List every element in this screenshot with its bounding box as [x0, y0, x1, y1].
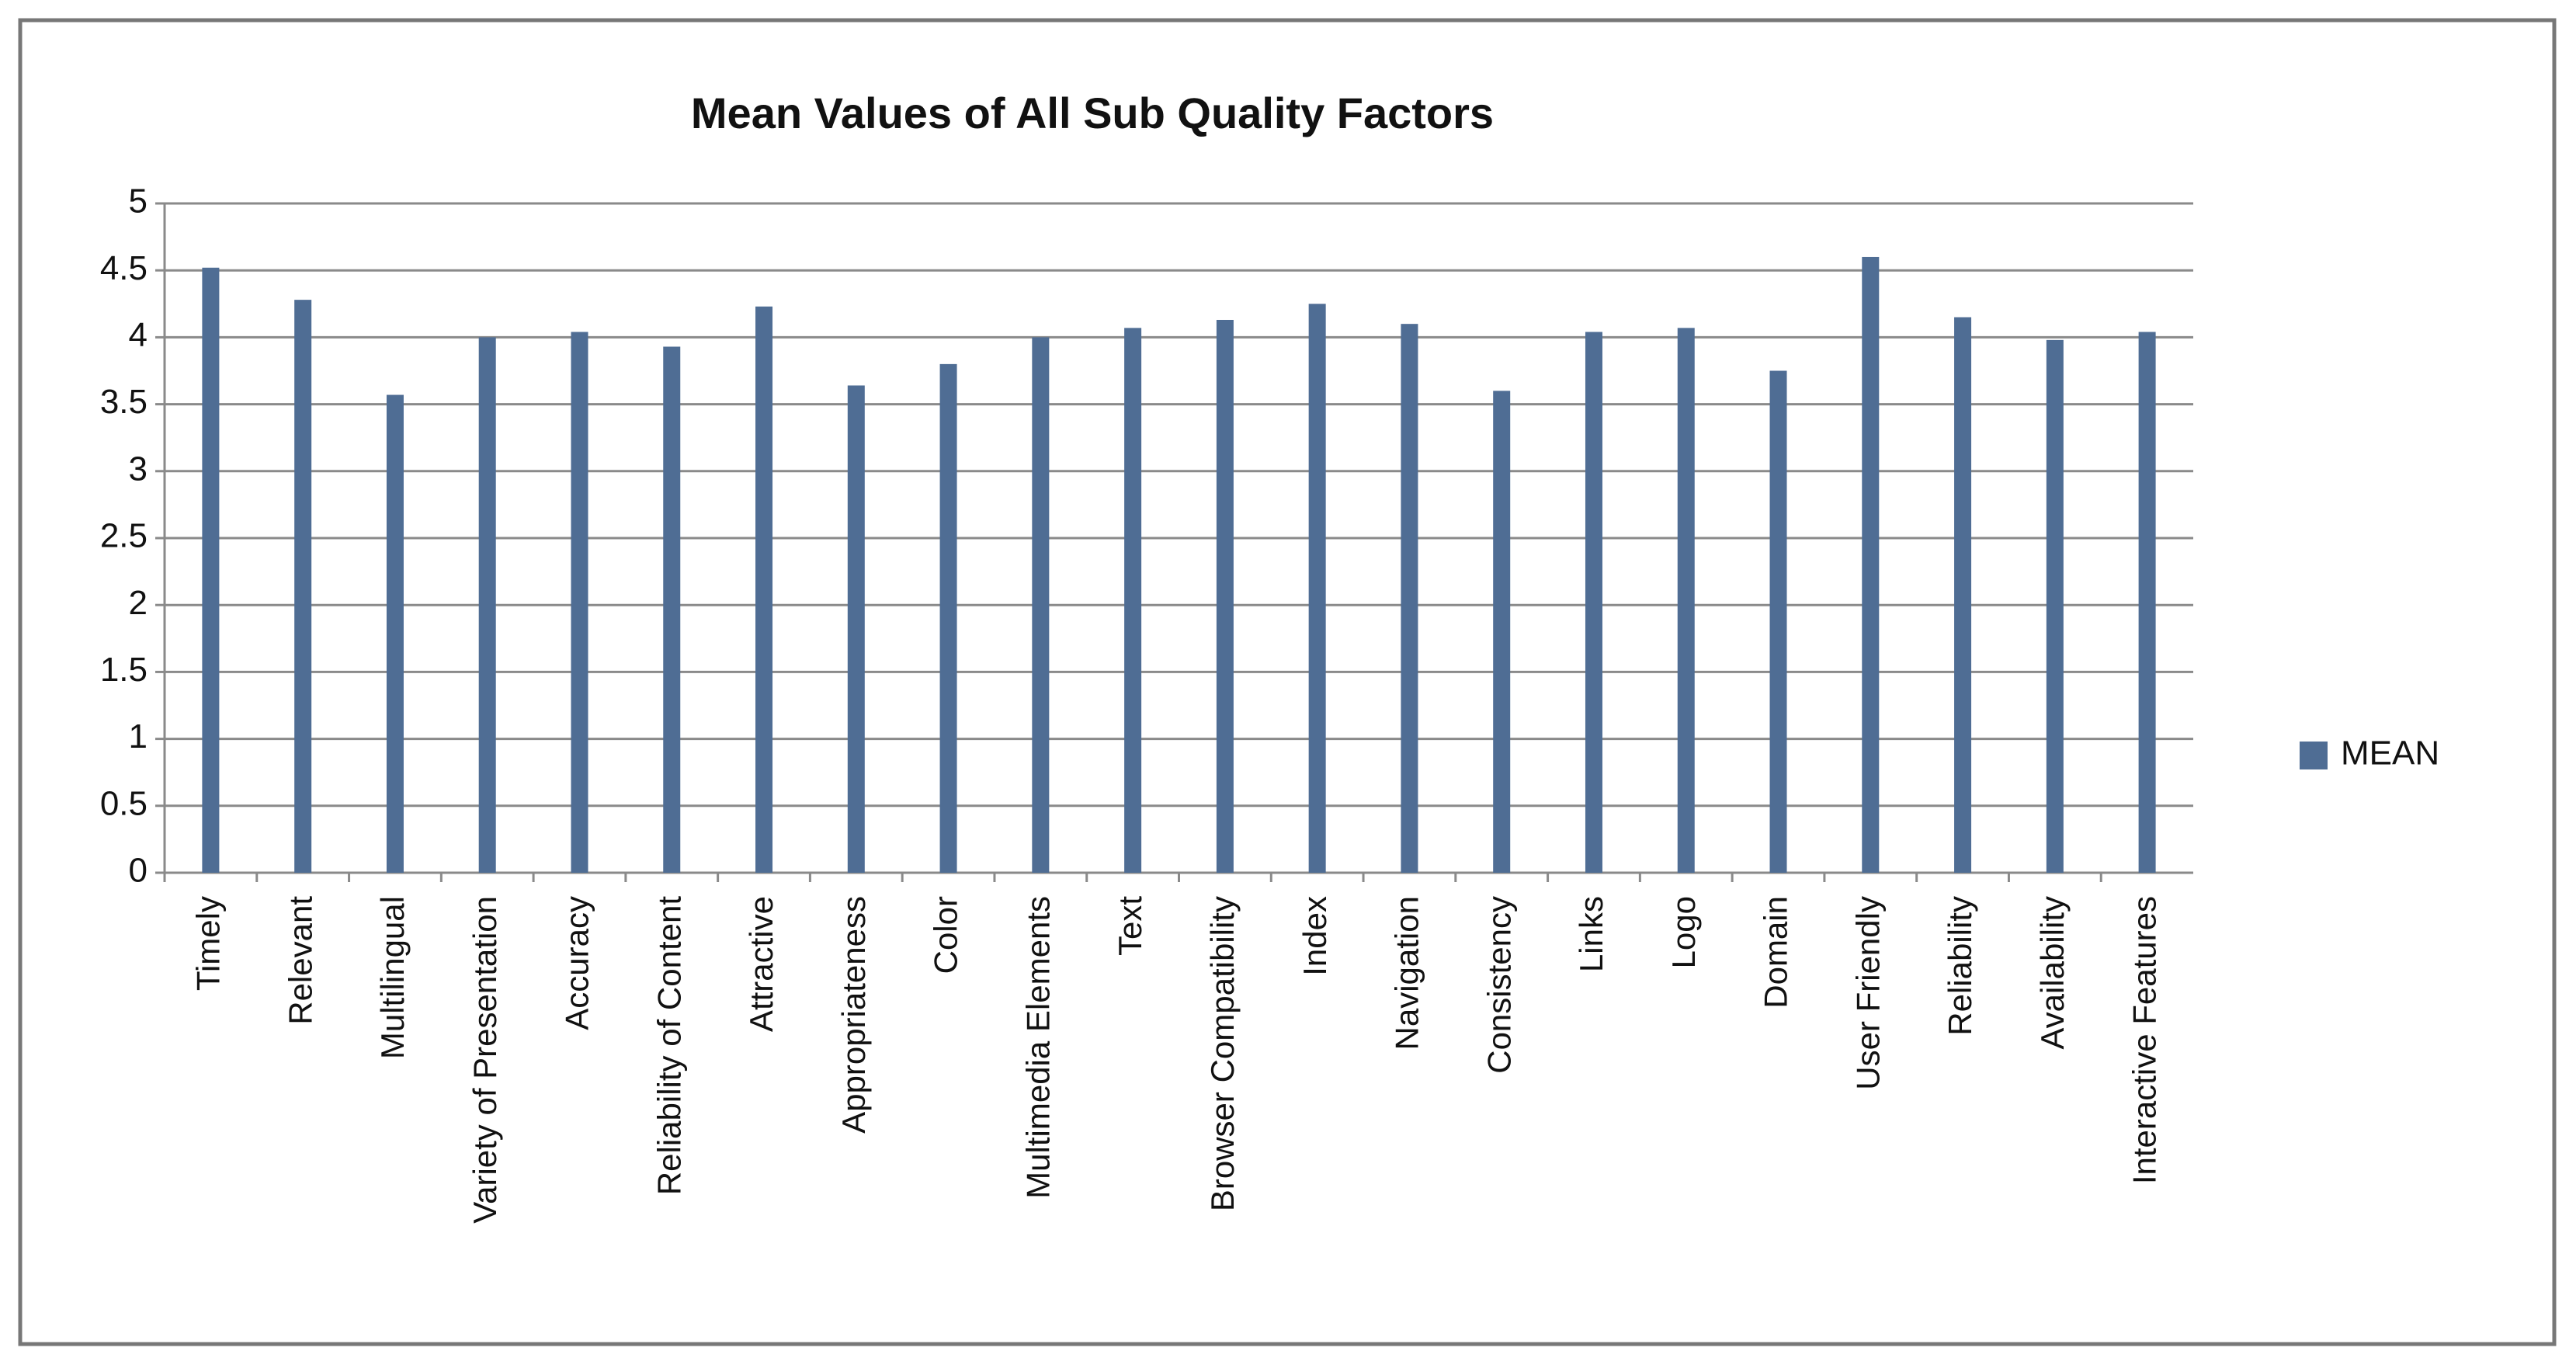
y-tick-label: 0.5 [100, 784, 148, 822]
x-tick-label: Links [1573, 896, 1609, 972]
bar [1677, 328, 1695, 873]
y-tick-label: 2 [129, 584, 148, 622]
x-tick-label: Appropriateness [835, 896, 872, 1134]
bar [1954, 317, 1972, 873]
x-tick-label: Logo [1665, 896, 1702, 968]
y-tick-label: 1.5 [100, 651, 148, 689]
x-tick-label: Reliability [1942, 896, 1978, 1036]
bar [663, 346, 681, 873]
bar [2046, 339, 2064, 873]
y-tick-label: 3.5 [100, 383, 148, 421]
x-tick-label: Text [1112, 896, 1148, 956]
bar [1216, 319, 1234, 873]
x-tick-label: Navigation [1389, 896, 1425, 1050]
bar [1493, 391, 1511, 873]
x-tick-label: Interactive Features [2126, 896, 2163, 1184]
bar [755, 306, 773, 873]
bar [847, 385, 865, 873]
y-tick-label: 2.5 [100, 517, 148, 555]
bar [571, 332, 588, 873]
x-tick-label: Domain [1758, 896, 1794, 1009]
x-tick-label: Browser Compatibility [1204, 896, 1241, 1211]
legend-swatch [2300, 742, 2328, 769]
bar [386, 394, 404, 874]
bar [202, 267, 220, 873]
x-tick-label: Reliability of Content [651, 896, 687, 1196]
y-tick-label: 4 [129, 316, 148, 354]
x-tick-label: Accuracy [559, 896, 595, 1030]
bar [1124, 328, 1142, 873]
bar [1032, 337, 1050, 873]
x-tick-label: Timely [189, 896, 226, 991]
bar [1308, 304, 1326, 873]
x-tick-label: Index [1297, 896, 1333, 976]
x-tick-label: Multilingual [374, 896, 411, 1059]
y-tick-label: 0 [129, 852, 148, 890]
chart-title: Mean Values of All Sub Quality Factors [691, 89, 1494, 137]
bar [1401, 324, 1418, 873]
x-tick-label: Variety of Presentation [467, 896, 503, 1224]
legend-label: MEAN [2341, 735, 2439, 773]
x-tick-label: Multimedia Elements [1019, 896, 1056, 1199]
bar [2138, 332, 2156, 873]
x-tick-label: Relevant [282, 896, 318, 1025]
bar [1585, 332, 1602, 873]
bar [1769, 370, 1787, 873]
y-tick-label: 3 [129, 450, 148, 488]
bar [294, 300, 312, 873]
y-tick-label: 5 [129, 182, 148, 221]
chart-border [18, 18, 2557, 1346]
y-tick-label: 4.5 [100, 249, 148, 287]
bar [478, 337, 496, 873]
bar [939, 363, 957, 873]
x-tick-label: Color [928, 896, 964, 974]
x-tick-label: User Friendly [1849, 896, 1886, 1090]
y-tick-label: 1 [129, 717, 148, 755]
x-tick-label: Availability [2034, 896, 2071, 1050]
x-tick-label: Attractive [743, 896, 779, 1032]
x-tick-label: Consistency [1481, 896, 1517, 1074]
bar [1862, 256, 1880, 874]
